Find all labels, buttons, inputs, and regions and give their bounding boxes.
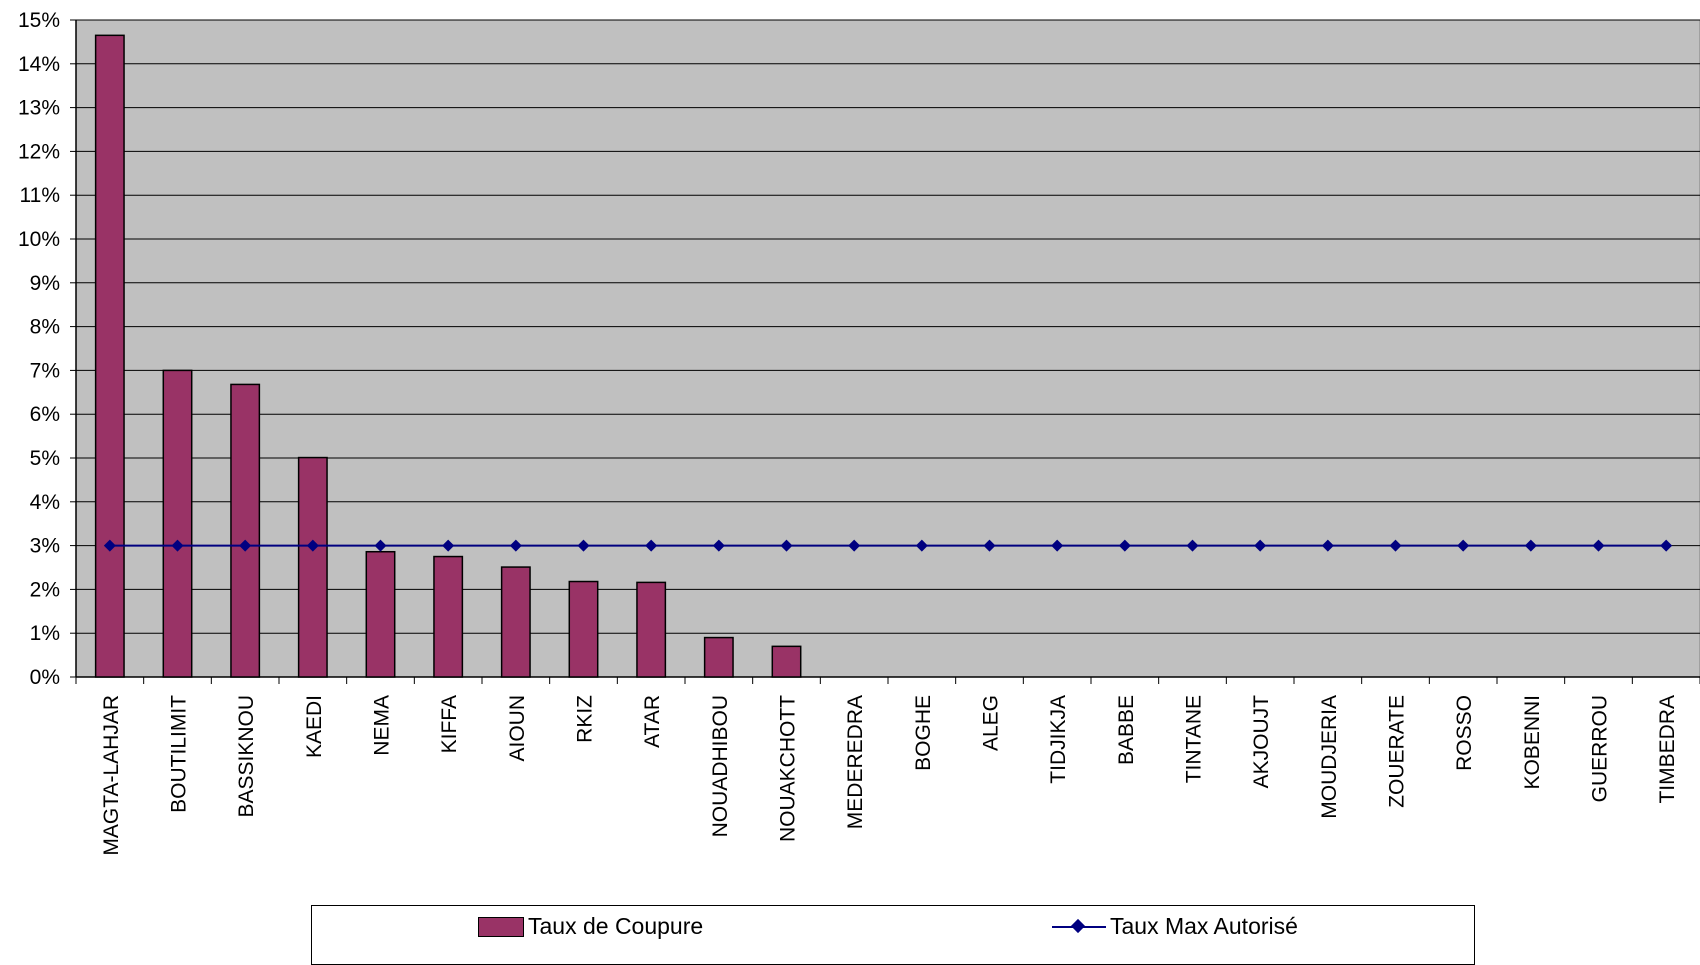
line-point xyxy=(848,539,861,552)
line-point xyxy=(1118,539,1131,552)
y-tick-label: 12% xyxy=(18,140,60,163)
x-tick-label: MEDEREDRA xyxy=(844,695,867,829)
legend-swatch-line xyxy=(1052,917,1106,937)
bar xyxy=(500,566,531,678)
bar xyxy=(771,645,802,678)
x-tick-label: BASSIKNOU xyxy=(235,695,258,818)
line-point xyxy=(1254,539,1267,552)
line-point xyxy=(442,539,455,552)
x-tick-label: MAGTA-LAHJAR xyxy=(100,695,123,856)
x-tick-label: TIDJIKJA xyxy=(1047,695,1070,784)
legend-label-bars: Taux de Coupure xyxy=(528,913,704,939)
x-tick-label: TIMBEDRA xyxy=(1656,695,1679,804)
x-tick-label: ROSSO xyxy=(1453,695,1476,771)
bar xyxy=(703,636,734,678)
line-point xyxy=(1592,539,1605,552)
x-tick-label: NOUADHIBOU xyxy=(709,695,732,837)
bar xyxy=(162,369,193,678)
y-tick-label: 7% xyxy=(30,359,60,382)
line-series xyxy=(103,539,1673,552)
x-tick-label: AIOUN xyxy=(506,695,529,762)
y-tick-label: 2% xyxy=(30,578,60,601)
bar xyxy=(433,555,464,678)
gridlines xyxy=(76,19,1700,634)
x-tick-label: KAEDI xyxy=(303,695,326,758)
legend-swatch-bar xyxy=(478,916,524,937)
line-point xyxy=(915,539,928,552)
diamond-marker-icon xyxy=(1070,918,1086,933)
bar-series xyxy=(94,34,802,678)
line-point xyxy=(780,539,793,552)
y-tick-label: 3% xyxy=(30,535,60,558)
x-tick-label: ALEG xyxy=(980,695,1003,751)
y-tick-label: 8% xyxy=(30,316,60,339)
y-tick-label: 10% xyxy=(18,228,60,251)
legend: Taux de Coupure Taux Max Autorisé xyxy=(311,905,1475,965)
line-point xyxy=(306,539,319,552)
x-tick-label: TINTANE xyxy=(1183,695,1206,783)
line-point xyxy=(1186,539,1199,552)
line-point xyxy=(1457,539,1470,552)
x-tick-label: KOBENNI xyxy=(1521,695,1544,790)
chart: 0% 1% 2% 3% 4% 5% 6% 7% 8% 9% 10% 11% 12% 13% 14% 15% M… xyxy=(18,9,1700,856)
x-tick-label: NOUAKCHOTT xyxy=(777,695,800,842)
line-point xyxy=(1051,539,1064,552)
y-tick-label: 14% xyxy=(18,53,60,76)
y-tick-label: 1% xyxy=(30,622,60,645)
line-point xyxy=(239,539,252,552)
line-point xyxy=(1524,539,1537,552)
x-tick-label: MOUDJERIA xyxy=(1318,695,1341,819)
x-tick-label: RKIZ xyxy=(574,695,597,743)
bar xyxy=(568,580,599,678)
y-tick-label: 5% xyxy=(30,447,60,470)
x-tick-label: AKJOUJT xyxy=(1250,695,1273,789)
bar xyxy=(365,550,396,678)
bar xyxy=(636,581,667,678)
x-tick-label: BOGHE xyxy=(912,695,935,771)
x-axis: MAGTA-LAHJAR BOUTILIMIT BASSIKNOU KAEDI NEMA… xyxy=(75,676,1700,856)
x-tick-label: KIFFA xyxy=(438,695,461,753)
y-axis: 0% 1% 2% 3% 4% 5% 6% 7% 8% 9% 10% 11% 12% 13% 14% 15% xyxy=(18,9,77,689)
legend-label-line: Taux Max Autorisé xyxy=(1110,913,1298,939)
y-tick-label: 9% xyxy=(30,272,60,295)
line-point xyxy=(1660,539,1673,552)
line-point xyxy=(577,539,590,552)
bar xyxy=(230,383,261,678)
x-tick-label: NEMA xyxy=(371,695,394,756)
x-tick-label: ATAR xyxy=(641,695,664,748)
line-point xyxy=(509,539,522,552)
line-point xyxy=(712,539,725,552)
bar xyxy=(297,456,328,678)
line-point xyxy=(374,539,387,552)
line-point xyxy=(645,539,658,552)
x-tick-label: ZOUERATE xyxy=(1386,695,1409,808)
plot-area xyxy=(75,19,1700,678)
y-tick-label: 15% xyxy=(18,9,60,32)
bar xyxy=(94,34,125,678)
line-point xyxy=(1321,539,1334,552)
legend-item-line: Taux Max Autorisé xyxy=(1052,913,1298,940)
line-point xyxy=(171,539,184,552)
line-point xyxy=(103,539,116,552)
x-tick-label: GUERROU xyxy=(1589,695,1612,802)
line-point xyxy=(983,539,996,552)
y-tick-label: 11% xyxy=(20,184,60,207)
line-point xyxy=(1389,539,1402,552)
y-tick-label: 0% xyxy=(30,666,60,689)
y-tick-label: 6% xyxy=(30,403,60,426)
y-tick-label: 4% xyxy=(30,491,60,514)
x-tick-label: BOUTILIMIT xyxy=(168,695,191,813)
y-tick-label: 13% xyxy=(18,97,60,120)
legend-item-bars: Taux de Coupure xyxy=(478,913,703,940)
x-tick-label: BABBE xyxy=(1115,695,1138,765)
